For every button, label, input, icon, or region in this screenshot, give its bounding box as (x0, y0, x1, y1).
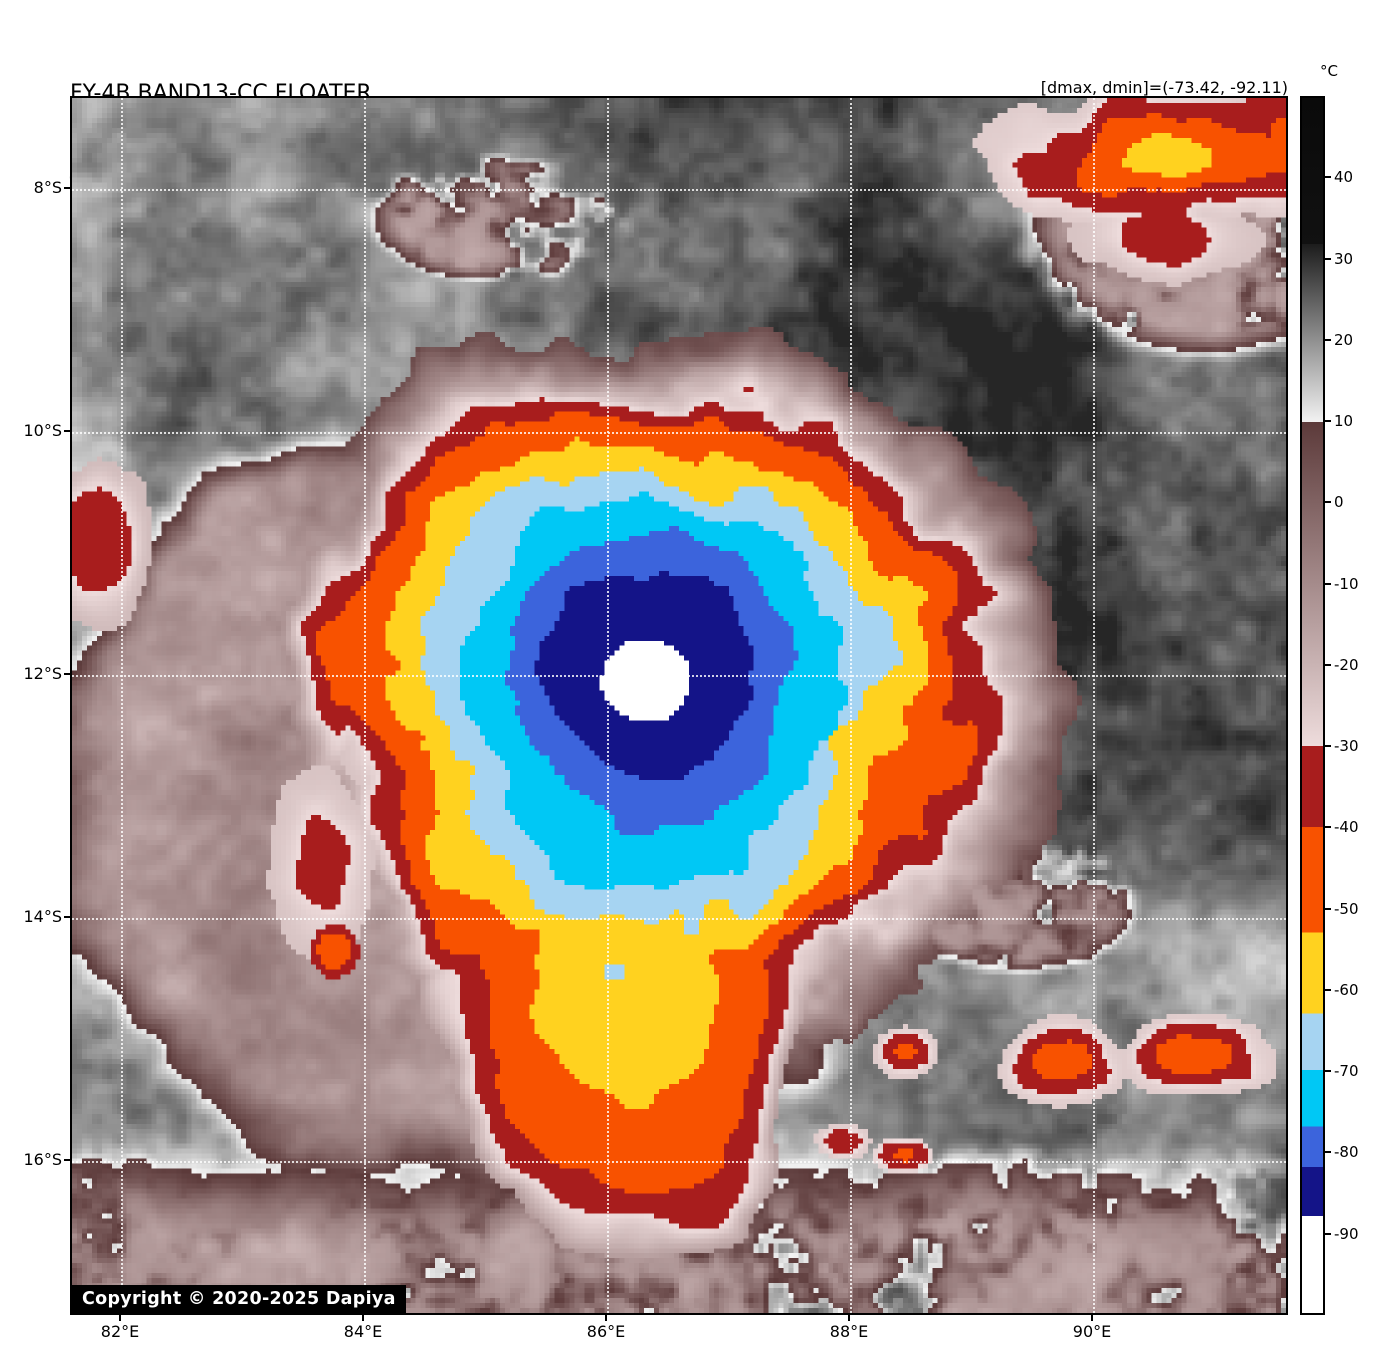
y-tick-label: 8°S (33, 178, 62, 197)
y-tick-label: 16°S (23, 1150, 62, 1169)
colorbar-tick-mark (1325, 745, 1331, 748)
colorbar-tick-label: -40 (1334, 818, 1359, 837)
x-tick-label: 88°E (829, 1322, 869, 1341)
y-tick-label: 12°S (23, 664, 62, 683)
colorbar-tick-label: -10 (1334, 574, 1359, 593)
grid-line-horizontal (72, 189, 1286, 191)
colorbar-tick-mark (1325, 1151, 1331, 1154)
colorbar-tick-mark (1325, 1070, 1331, 1073)
colorbar-tick-label: -60 (1334, 980, 1359, 999)
annotation-dmax-dmin: [dmax, dmin]=(-73.42, -92.11) (1040, 78, 1288, 97)
y-axis-tick-mark (64, 187, 70, 189)
x-tick-label: 84°E (343, 1322, 383, 1341)
colorbar-tick-label: -20 (1334, 655, 1359, 674)
x-axis-tick-mark (362, 1315, 364, 1321)
x-axis-tick-mark (119, 1315, 121, 1321)
colorbar-tick-mark (1325, 420, 1331, 423)
colorbar-tick-label: 10 (1334, 412, 1354, 431)
grid-line-vertical (121, 98, 123, 1313)
colorbar-tick-mark (1325, 907, 1331, 910)
colorbar-tick-label: -90 (1334, 1224, 1359, 1243)
colorbar-tick-mark (1325, 663, 1331, 666)
colorbar-tick-label: 20 (1334, 330, 1354, 349)
colorbar-unit-label: °C (1320, 62, 1338, 80)
colorbar-tick-mark (1325, 582, 1331, 585)
colorbar-tick-label: -50 (1334, 899, 1359, 918)
colorbar-gradient (1302, 98, 1323, 1313)
grid-line-vertical (607, 98, 609, 1313)
colorbar-tick-mark (1325, 338, 1331, 341)
colorbar-tick-mark (1325, 826, 1331, 829)
x-axis-tick-mark (1091, 1315, 1093, 1321)
y-axis-tick-mark (64, 1159, 70, 1161)
y-axis-tick-mark (64, 916, 70, 918)
grid-line-horizontal (72, 918, 1286, 920)
colorbar-tick-label: -70 (1334, 1062, 1359, 1081)
y-tick-label: 10°S (23, 421, 62, 440)
x-axis-tick-mark (605, 1315, 607, 1321)
colorbar-tick-label: 40 (1334, 168, 1354, 187)
colorbar-tick-mark (1325, 257, 1331, 260)
copyright-badge: Copyright © 2020-2025 Dapiya (72, 1285, 406, 1313)
satellite-image (72, 98, 1286, 1313)
grid-line-horizontal (72, 432, 1286, 434)
colorbar (1300, 96, 1325, 1315)
grid-line-vertical (1093, 98, 1095, 1313)
colorbar-tick-mark (1325, 501, 1331, 504)
colorbar-tick-label: 0 (1334, 493, 1344, 512)
y-tick-label: 14°S (23, 907, 62, 926)
y-axis-tick-mark (64, 430, 70, 432)
x-tick-label: 86°E (586, 1322, 626, 1341)
grid-line-vertical (850, 98, 852, 1313)
colorbar-tick-mark (1325, 988, 1331, 991)
grid-line-horizontal (72, 675, 1286, 677)
colorbar-tick-label: -30 (1334, 737, 1359, 756)
plot-area: Copyright © 2020-2025 Dapiya (70, 96, 1288, 1315)
colorbar-tick-label: -80 (1334, 1143, 1359, 1162)
x-tick-label: 90°E (1072, 1322, 1112, 1341)
grid-line-horizontal (72, 1161, 1286, 1163)
colorbar-tick-mark (1325, 1232, 1331, 1235)
colorbar-tick-mark (1325, 176, 1331, 179)
x-axis-tick-mark (848, 1315, 850, 1321)
y-axis-tick-mark (64, 673, 70, 675)
colorbar-tick-label: 30 (1334, 249, 1354, 268)
x-tick-label: 82°E (100, 1322, 140, 1341)
grid-line-vertical (364, 98, 366, 1313)
